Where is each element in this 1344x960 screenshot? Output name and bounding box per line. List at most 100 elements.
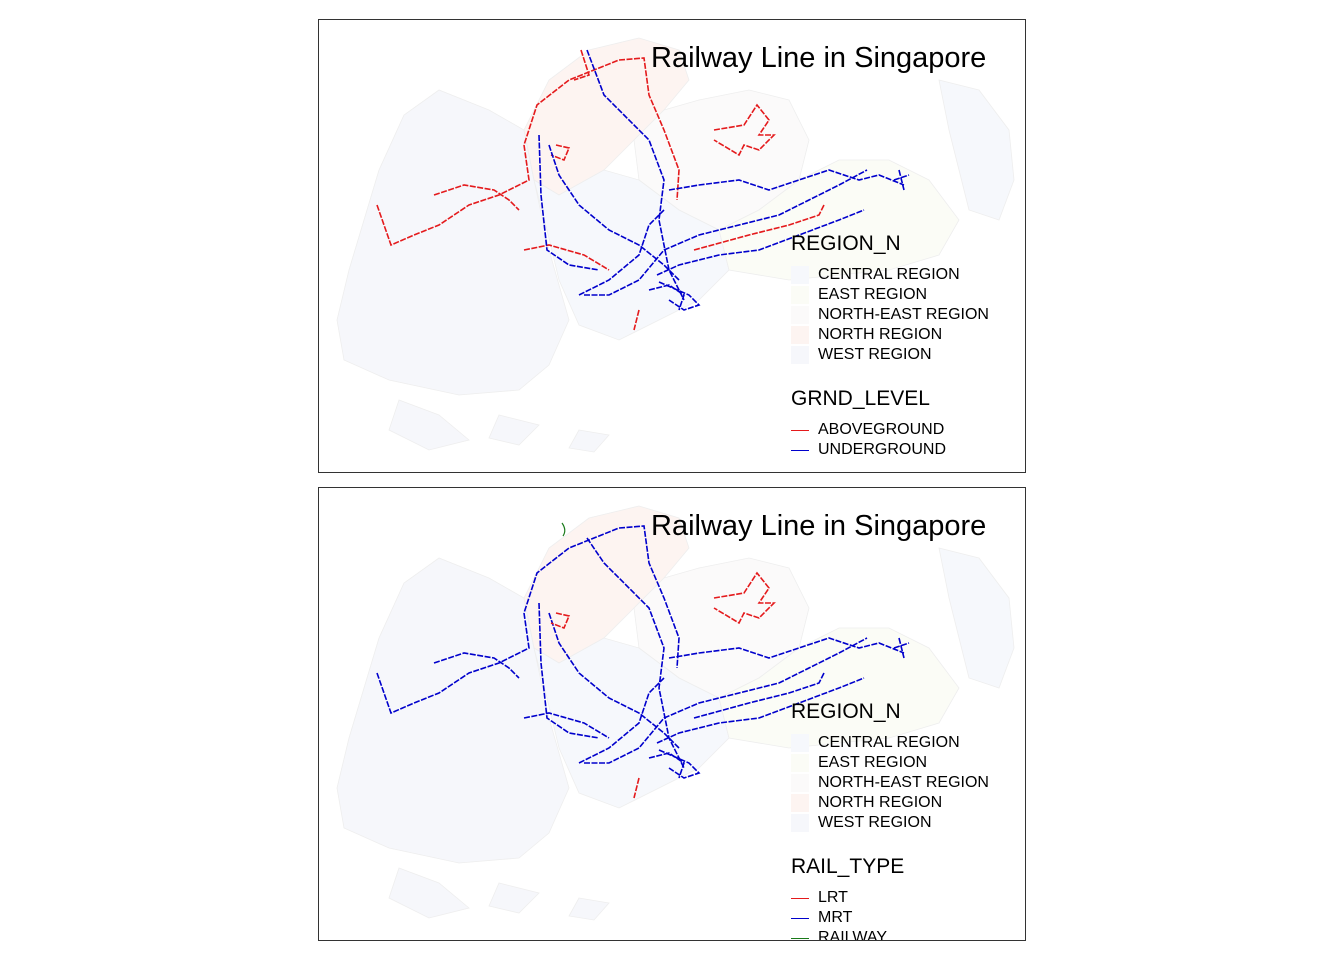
region-swatch xyxy=(791,286,809,304)
map-panel-ground-level: Railway Line in Singapore REGION_N CENTR… xyxy=(318,19,1026,473)
islands-south xyxy=(388,399,610,453)
map-title: Railway Line in Singapore xyxy=(651,510,987,542)
rail-line xyxy=(898,637,905,659)
map-legend: REGION_N CENTRAL REGION EAST REGION NORT… xyxy=(791,232,989,460)
rail-line xyxy=(668,169,905,191)
legend-item-east-region: EAST REGION xyxy=(791,285,989,305)
rail-line xyxy=(523,712,610,739)
rail-line xyxy=(561,522,566,537)
line-swatch xyxy=(791,889,809,907)
rail-line xyxy=(633,777,640,799)
region-legend-title: REGION_N xyxy=(791,232,901,255)
rail-line xyxy=(548,144,680,281)
rail-line xyxy=(548,612,680,749)
rail-line xyxy=(656,209,865,276)
legend-item-central-region: CENTRAL REGION xyxy=(791,265,989,285)
legend-item-west-region: WEST REGION xyxy=(791,813,989,833)
rail-line xyxy=(538,134,600,271)
legend-label: RAILWAY xyxy=(818,929,888,941)
line-swatch xyxy=(791,909,809,927)
rail-line xyxy=(376,525,680,715)
legend-label: UNDERGROUND xyxy=(818,441,946,458)
rail-line xyxy=(586,49,685,301)
legend-item-north-east-region: NORTH-EAST REGION xyxy=(791,773,989,793)
region-swatch xyxy=(791,774,809,792)
region-swatch xyxy=(791,814,809,832)
legend-label: NORTH REGION xyxy=(818,794,943,811)
legend-label: EAST REGION xyxy=(818,286,928,303)
region-central xyxy=(533,169,730,341)
rail-line xyxy=(433,652,520,679)
region-central xyxy=(533,637,730,809)
map-title: Railway Line in Singapore xyxy=(651,42,987,74)
map-panel-rail-type: Railway Line in Singapore REGION_N CENTR… xyxy=(318,487,1026,941)
rail-line xyxy=(584,169,868,296)
legend-label: ABOVEGROUND xyxy=(818,421,945,438)
rail-line xyxy=(693,204,825,251)
legend-label: CENTRAL REGION xyxy=(818,266,960,283)
legend-label: MRT xyxy=(818,909,853,926)
region-legend: REGION_N CENTRAL REGION EAST REGION NORT… xyxy=(791,700,989,833)
rail-line xyxy=(550,612,571,630)
legend-label: WEST REGION xyxy=(818,346,932,363)
region-legend-title: REGION_N xyxy=(791,700,901,723)
rail-lines-underground xyxy=(538,49,910,311)
rail-line xyxy=(578,677,665,764)
rail-line xyxy=(898,169,905,191)
rail-line xyxy=(633,309,640,331)
legend-label: CENTRAL REGION xyxy=(818,734,960,751)
line-legend-title: GRND_LEVEL xyxy=(791,387,930,410)
map-legend: REGION_N CENTRAL REGION EAST REGION NORT… xyxy=(791,700,989,941)
rail-line xyxy=(586,537,685,769)
region-swatch xyxy=(791,306,809,324)
line-legend: RAIL_TYPE LRT MRT RAILWAY xyxy=(791,855,989,941)
legend-item-aboveground: ABOVEGROUND xyxy=(791,420,989,440)
rail-line xyxy=(656,677,865,744)
rail-line xyxy=(648,752,685,779)
rail-lines-aboveground xyxy=(376,49,825,331)
legend-item-north-region: NORTH REGION xyxy=(791,325,989,345)
rail-line xyxy=(550,144,571,162)
rail-line xyxy=(648,284,685,311)
legend-item-east-region: EAST REGION xyxy=(791,753,989,773)
legend-item-west-region: WEST REGION xyxy=(791,345,989,365)
line-swatch xyxy=(791,441,809,459)
legend-label: NORTH REGION xyxy=(818,326,943,343)
rail-line xyxy=(668,637,905,659)
legend-label: NORTH-EAST REGION xyxy=(818,306,989,323)
region-swatch xyxy=(791,794,809,812)
rail-line xyxy=(584,637,868,764)
rail-line xyxy=(693,672,825,719)
rail-line xyxy=(433,184,520,211)
island-east xyxy=(938,79,1015,221)
rail-line xyxy=(658,281,701,311)
line-swatch xyxy=(791,929,809,940)
rail-lines-railway xyxy=(561,522,566,537)
legend-label: NORTH-EAST REGION xyxy=(818,774,989,791)
region-swatch xyxy=(791,326,809,344)
singapore-map xyxy=(336,505,1015,921)
region-swatch xyxy=(791,754,809,772)
line-legend-title: RAIL_TYPE xyxy=(791,855,905,878)
rail-line xyxy=(376,57,680,247)
region-swatch xyxy=(791,266,809,284)
rail-line xyxy=(573,49,591,81)
region-west xyxy=(336,89,570,396)
rail-line xyxy=(523,244,610,271)
island-east xyxy=(938,547,1015,689)
legend-label: LRT xyxy=(818,889,848,906)
rail-line xyxy=(578,209,665,296)
legend-item-north-region: NORTH REGION xyxy=(791,793,989,813)
line-legend: GRND_LEVEL ABOVEGROUND UNDERGROUND xyxy=(791,387,989,460)
rail-line xyxy=(538,602,600,739)
legend-item-mrt: MRT xyxy=(791,908,989,928)
rail-lines-mrt xyxy=(376,525,910,779)
legend-item-underground: UNDERGROUND xyxy=(791,440,989,460)
singapore-map xyxy=(336,37,1015,453)
legend-item-railway: RAILWAY xyxy=(791,928,989,941)
rail-line xyxy=(713,103,776,157)
region-west xyxy=(336,557,570,864)
region-legend: REGION_N CENTRAL REGION EAST REGION NORT… xyxy=(791,232,989,365)
region-swatch xyxy=(791,734,809,752)
region-swatch xyxy=(791,346,809,364)
